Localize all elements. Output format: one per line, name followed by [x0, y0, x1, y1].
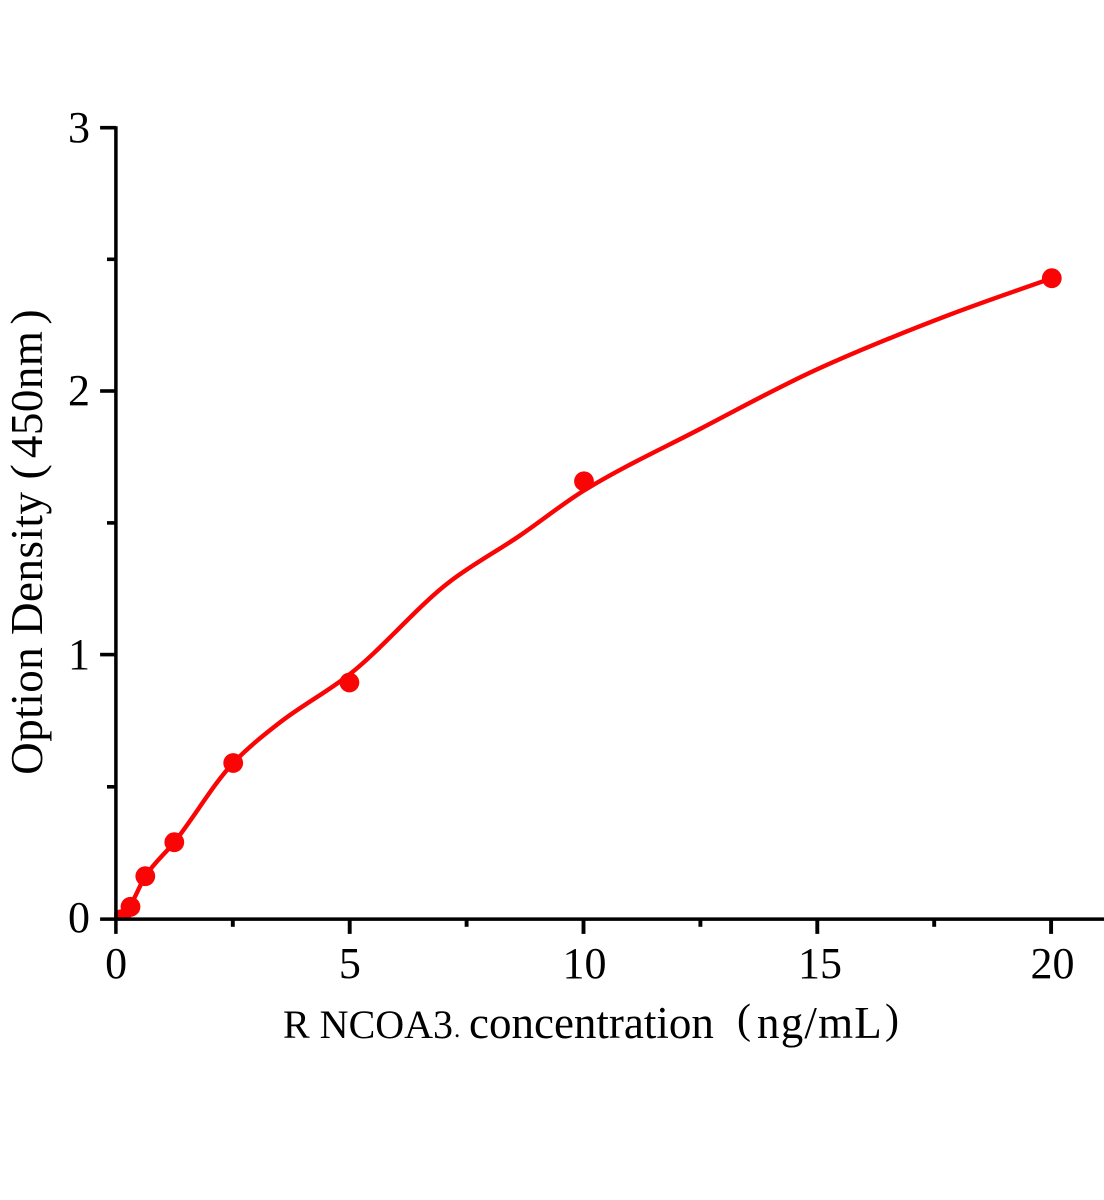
svg-text:): )	[885, 997, 899, 1043]
svg-text:ng/mL: ng/mL	[757, 998, 883, 1048]
svg-text:concentration: concentration	[469, 998, 714, 1048]
svg-text:15: 15	[798, 939, 842, 988]
svg-text:Option Density(450nm): Option Density(450nm)	[1, 309, 52, 774]
svg-text:R NCOA3: R NCOA3	[283, 1002, 453, 1047]
svg-text:0: 0	[68, 893, 90, 942]
svg-text:20: 20	[1031, 939, 1075, 988]
svg-text:0: 0	[105, 939, 127, 988]
svg-text:1: 1	[68, 630, 90, 679]
svg-text:.: .	[454, 1016, 460, 1043]
svg-text:(: (	[737, 997, 751, 1043]
svg-text:2: 2	[68, 366, 90, 415]
svg-text:10: 10	[563, 939, 607, 988]
svg-text:3: 3	[68, 103, 90, 152]
svg-text:5: 5	[339, 939, 361, 988]
